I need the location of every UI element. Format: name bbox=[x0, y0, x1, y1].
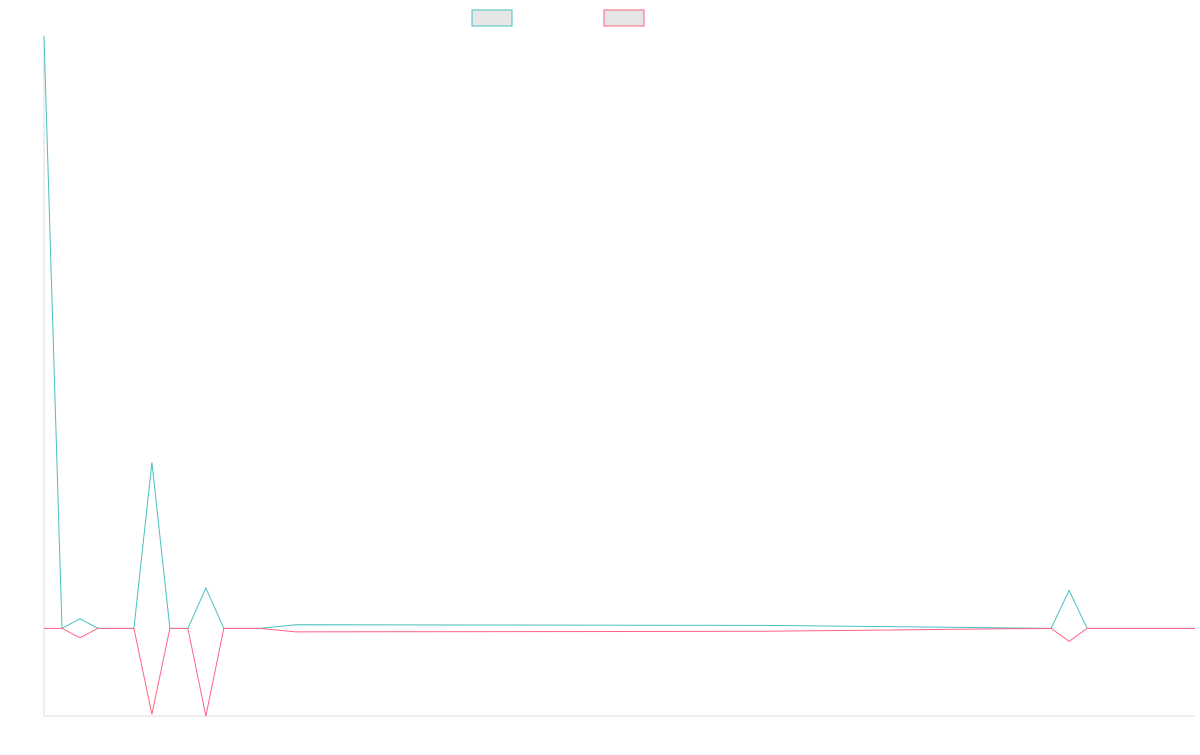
axes bbox=[43, 36, 1195, 717]
series-lines bbox=[43, 35, 1195, 717]
legend bbox=[471, 9, 645, 27]
legend-swatch-series_a[interactable] bbox=[471, 9, 513, 27]
series-line-series_b bbox=[44, 627, 1195, 717]
legend-swatch-series_b[interactable] bbox=[603, 9, 645, 27]
series-line-series_a bbox=[43, 35, 1195, 630]
